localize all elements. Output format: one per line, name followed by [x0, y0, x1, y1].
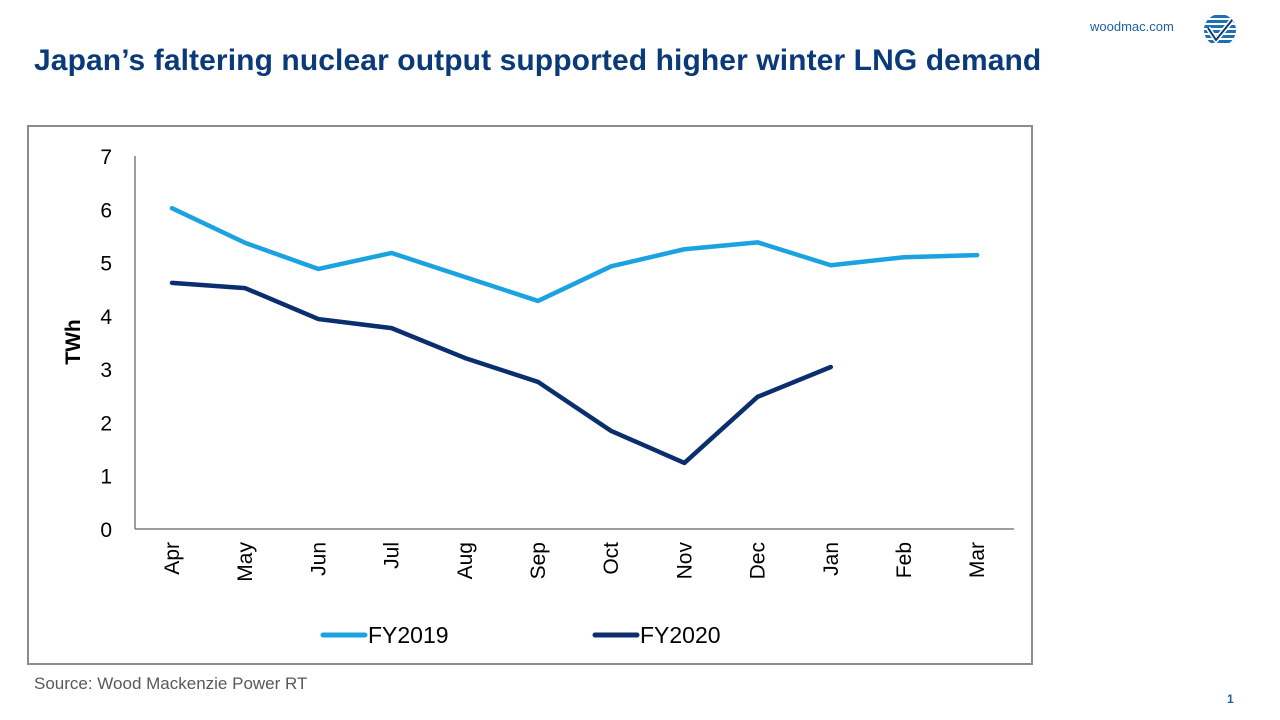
legend: FY2019 FY2020	[320, 622, 721, 648]
legend-label: FY2020	[640, 622, 721, 648]
chart-frame	[27, 125, 1033, 665]
y-axis: 0 1 2 3 4 5 6 7	[100, 146, 136, 542]
x-tick-label: Apr	[161, 542, 184, 575]
y-tick-label: 4	[100, 306, 112, 329]
wood-mackenzie-logo-icon	[1203, 13, 1237, 47]
y-tick-label: 3	[100, 359, 112, 382]
x-tick-label: Jan	[820, 542, 843, 576]
x-tick-label: Aug	[454, 542, 477, 579]
slide-title: Japan’s faltering nuclear output support…	[34, 44, 1042, 77]
x-axis: Apr May Jun Jul Aug Sep Oct Nov Dec Jan Feb Mar	[135, 528, 1014, 582]
series-line	[169, 280, 834, 466]
x-tick-label: Mar	[966, 542, 989, 578]
y-tick-label: 7	[100, 146, 112, 169]
legend-item: FY2019	[320, 622, 449, 648]
woodmac-link[interactable]: woodmac.com	[1090, 19, 1174, 34]
series-line	[169, 205, 980, 304]
x-tick-label: Feb	[893, 542, 916, 578]
x-tick-label: May	[234, 542, 257, 582]
y-tick-label: 5	[100, 253, 112, 276]
legend-label: FY2019	[368, 622, 449, 648]
x-tick-label: Jul	[381, 542, 404, 569]
series-fy2019	[169, 205, 980, 304]
y-tick-label: 1	[100, 466, 112, 489]
y-axis-label: TWh	[62, 319, 85, 364]
x-tick-label: Sep	[527, 542, 550, 579]
legend-item: FY2020	[592, 622, 721, 648]
x-tick-label: Nov	[673, 542, 696, 580]
series-fy2020	[169, 280, 834, 466]
page-number: 1	[1227, 692, 1234, 706]
y-tick-label: 0	[100, 519, 112, 542]
y-tick-label: 6	[100, 199, 112, 222]
source-note: Source: Wood Mackenzie Power RT	[34, 674, 308, 693]
x-tick-label: Dec	[747, 542, 770, 579]
x-tick-label: Jun	[307, 542, 330, 576]
x-tick-label: Oct	[600, 542, 623, 575]
y-tick-label: 2	[100, 412, 112, 435]
